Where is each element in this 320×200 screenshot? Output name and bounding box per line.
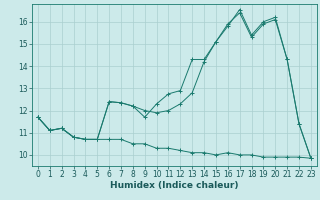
X-axis label: Humidex (Indice chaleur): Humidex (Indice chaleur) xyxy=(110,181,239,190)
